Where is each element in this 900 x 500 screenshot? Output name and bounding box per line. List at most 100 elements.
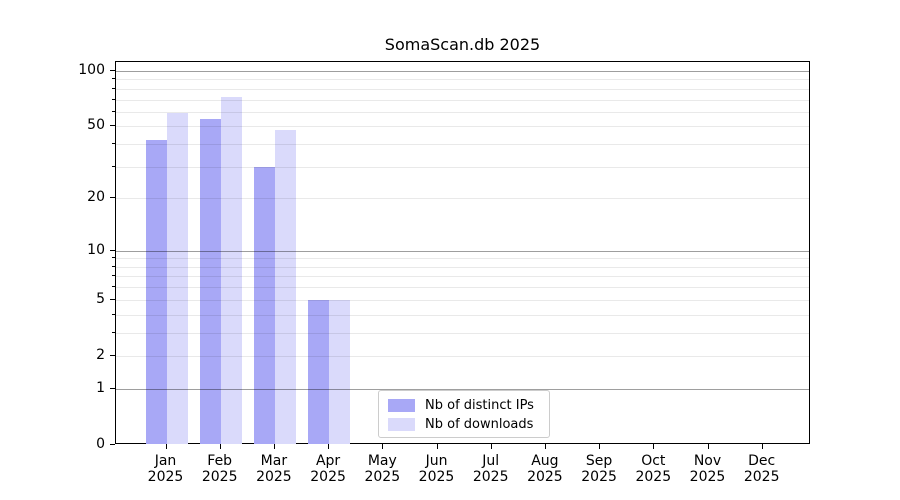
y-axis-minor-tick <box>112 354 115 356</box>
gridline-minor <box>116 355 809 357</box>
y-axis-minor-tick <box>112 125 115 127</box>
legend-swatch-downloads <box>388 418 415 431</box>
x-axis-tick <box>328 444 330 449</box>
x-axis-tick-label-line: 2025 <box>635 469 672 485</box>
bar-downloads <box>220 97 242 444</box>
x-axis-tick-label-line: 2025 <box>689 469 726 485</box>
y-axis-tick-label: 10 <box>87 241 105 258</box>
x-axis-tick <box>599 444 601 449</box>
gridline-minor <box>116 99 809 101</box>
y-axis-minor-tick <box>112 275 115 277</box>
y-axis-tick <box>110 444 115 445</box>
x-axis-tick <box>490 444 492 449</box>
x-axis-tick-label-line: 2025 <box>256 469 292 485</box>
x-axis-tick <box>436 444 438 449</box>
x-axis-tick-label: Jan 2025 <box>138 453 194 485</box>
x-axis-tick-label-line: 2025 <box>418 469 455 485</box>
x-axis-tick-label-line: 2025 <box>201 469 238 485</box>
x-axis-tick-label-line: Sep <box>585 453 613 469</box>
x-axis-tick-label-line: 2025 <box>472 469 509 485</box>
gridline-minor <box>116 144 809 146</box>
y-axis-tick <box>110 249 115 251</box>
x-axis-tick-label-line: Dec <box>748 453 776 469</box>
bar-distinct-ips <box>145 140 167 444</box>
x-axis-tick-label-line: Apr <box>315 453 341 469</box>
gridline-minor <box>116 266 809 268</box>
bar-downloads <box>166 113 188 444</box>
x-axis-tick-label: Aug 2025 <box>517 453 573 485</box>
y-axis-minor-tick <box>112 286 115 288</box>
x-axis-tick-label-line: Aug <box>531 453 559 469</box>
legend-swatch-distinct-ips <box>388 399 415 412</box>
x-axis-tick-label: May 2025 <box>354 453 410 485</box>
x-axis-tick <box>653 444 655 449</box>
bar-downloads <box>274 129 296 444</box>
x-axis-tick-label-line: Jan <box>154 453 177 469</box>
bar-distinct-ips <box>308 299 330 444</box>
y-axis-tick-label: 20 <box>87 189 105 206</box>
x-axis-tick <box>707 444 709 449</box>
chart-title: SomaScan.db 2025 <box>384 35 541 54</box>
y-axis-minor-tick <box>112 165 115 167</box>
gridline-major <box>116 388 809 390</box>
x-axis-tick <box>273 444 275 449</box>
legend-label-downloads: Nb of downloads <box>425 417 534 432</box>
x-axis-tick-label: Nov 2025 <box>680 453 736 485</box>
gridline-minor <box>116 332 809 334</box>
x-axis-tick-label: Apr 2025 <box>300 453 356 485</box>
gridline-minor <box>116 166 809 168</box>
x-axis-tick <box>544 444 546 449</box>
gridline-minor <box>116 198 809 200</box>
x-axis-tick-label: Dec 2025 <box>734 453 790 485</box>
legend-item-distinct-ips: Nb of distinct IPs <box>388 398 540 413</box>
y-axis-minor-tick <box>112 257 115 259</box>
y-axis-tick-label: 50 <box>87 117 105 134</box>
x-axis-tick-label-line: 2025 <box>147 469 184 485</box>
legend: Nb of distinct IPs Nb of downloads <box>378 390 550 438</box>
bar-distinct-ips <box>253 166 275 444</box>
y-axis-minor-tick <box>112 298 115 300</box>
x-axis-tick-label-line: 2025 <box>310 469 346 485</box>
x-axis-tick-label-line: 2025 <box>527 469 563 485</box>
y-axis-minor-tick <box>112 331 115 333</box>
x-axis-tick-label-line: Nov <box>693 453 722 469</box>
y-axis-tick-label: 0 <box>96 436 105 452</box>
x-axis-tick <box>761 444 763 449</box>
y-axis-tick-label: 1 <box>96 379 105 396</box>
x-axis-tick-label: Sep 2025 <box>571 453 627 485</box>
y-axis-minor-tick <box>112 98 115 100</box>
x-axis-tick-label: Jul 2025 <box>463 453 519 485</box>
gridline-minor <box>116 126 809 128</box>
y-axis-tick-label: 2 <box>96 346 105 363</box>
plot-area <box>115 61 810 444</box>
x-axis-tick-label-line: Mar <box>260 453 288 469</box>
gridline-minor <box>116 79 809 81</box>
y-axis-minor-tick <box>112 143 115 145</box>
legend-label-distinct-ips: Nb of distinct IPs <box>425 398 534 413</box>
y-axis-tick-label: 5 <box>96 290 105 307</box>
y-axis-minor-tick <box>112 197 115 199</box>
gridline-minor <box>116 299 809 301</box>
x-axis-tick-label: Jun 2025 <box>409 453 465 485</box>
x-axis-tick-label-line: 2025 <box>743 469 780 485</box>
x-axis-tick <box>382 444 384 449</box>
gridline-minor <box>116 258 809 260</box>
y-axis-tick <box>110 387 115 389</box>
y-axis-minor-tick <box>112 110 115 112</box>
y-axis-tick-label: 100 <box>78 62 105 78</box>
gridline-major <box>116 71 809 72</box>
legend-item-downloads: Nb of downloads <box>388 417 540 432</box>
x-axis-tick-label-line: May <box>367 453 397 469</box>
bar-distinct-ips <box>199 118 221 444</box>
gridline-minor <box>116 276 809 278</box>
gridline-minor <box>116 314 809 316</box>
x-axis-tick-label-line: Jul <box>482 453 500 469</box>
gridline-major <box>116 250 809 252</box>
x-axis-tick-label-line: 2025 <box>364 469 401 485</box>
y-axis-minor-tick <box>112 265 115 267</box>
x-axis-tick-label-line: Oct <box>641 453 666 469</box>
bar-downloads <box>329 299 351 444</box>
x-axis-tick-label-line: 2025 <box>581 469 617 485</box>
x-axis-tick <box>165 444 167 449</box>
